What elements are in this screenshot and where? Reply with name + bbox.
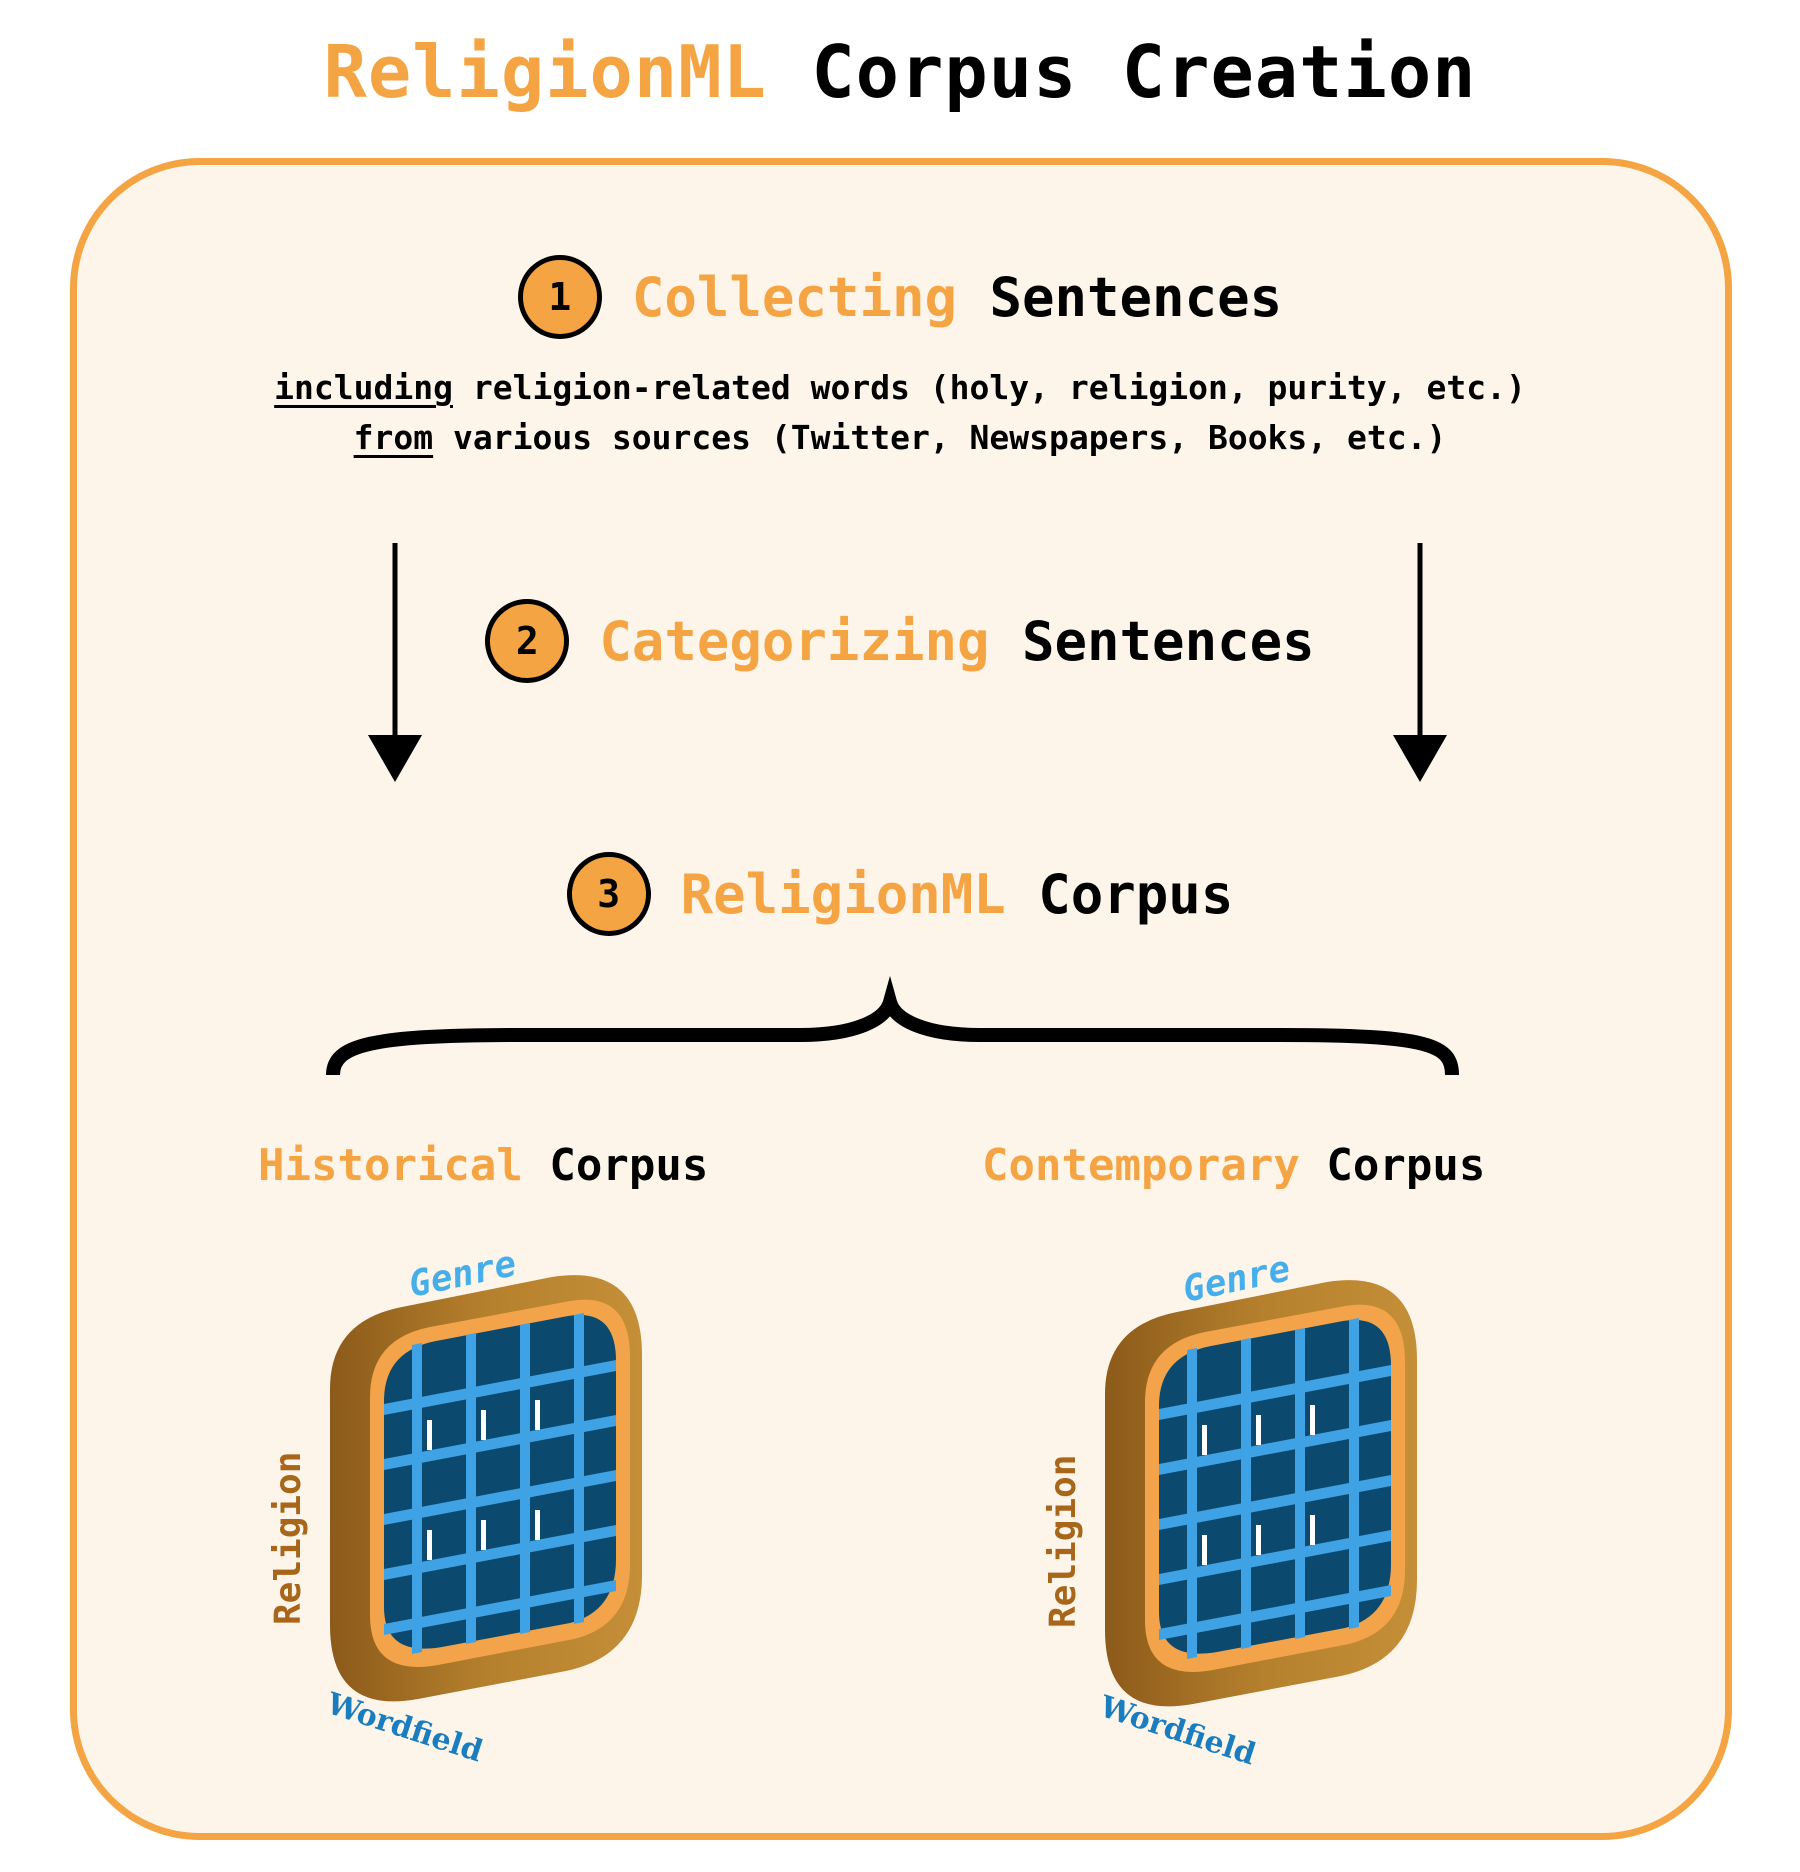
step-2-heading: 2 Categorizing Sentences xyxy=(0,599,1800,683)
contemporary-cube-icon xyxy=(1105,1280,1417,1707)
step-1-desc-line-2: from various sources (Twitter, Newspaper… xyxy=(0,418,1800,457)
step-3-rest: Corpus xyxy=(1038,862,1234,926)
step-2-badge: 2 xyxy=(485,599,570,683)
step-1-heading: 1 Collecting Sentences xyxy=(0,255,1800,339)
curly-brace xyxy=(326,975,1459,1076)
title-rest: Corpus Creation xyxy=(811,30,1477,114)
step-2-rest: Sentences xyxy=(1022,609,1315,673)
step-3-badge: 3 xyxy=(566,852,651,936)
historical-corpus-title: Historical Corpus xyxy=(258,1140,708,1191)
page-title: ReligionML Corpus Creation xyxy=(0,30,1800,114)
arrow-right xyxy=(1393,543,1447,782)
step-2-highlight: Categorizing xyxy=(599,609,990,673)
title-highlight: ReligionML xyxy=(323,30,767,114)
historical-axis-religion: Religion xyxy=(268,1452,309,1625)
step-1-badge: 1 xyxy=(517,255,602,339)
desc-keyword-including: including xyxy=(274,368,453,407)
contemporary-corpus-title: Contemporary Corpus xyxy=(982,1140,1485,1191)
step-1-rest: Sentences xyxy=(989,265,1283,329)
historical-highlight: Historical xyxy=(258,1140,523,1191)
step-1-highlight: Collecting xyxy=(631,265,957,329)
historical-cube-icon xyxy=(330,1275,642,1702)
desc-line-1-text: religion-related words (holy, religion, … xyxy=(472,368,1526,407)
step-3-heading: 3 ReligionML Corpus xyxy=(0,852,1800,936)
contemporary-rest: Corpus xyxy=(1326,1140,1486,1191)
contemporary-highlight: Contemporary xyxy=(982,1140,1300,1191)
step-1-desc-line-1: including religion-related words (holy, … xyxy=(0,368,1800,407)
desc-line-2-text: various sources (Twitter, Newspapers, Bo… xyxy=(452,418,1447,457)
step-3-highlight: ReligionML xyxy=(680,862,1006,926)
contemporary-axis-religion: Religion xyxy=(1043,1455,1084,1628)
historical-rest: Corpus xyxy=(549,1140,709,1191)
arrow-left xyxy=(368,543,422,782)
desc-keyword-from: from xyxy=(353,418,434,457)
